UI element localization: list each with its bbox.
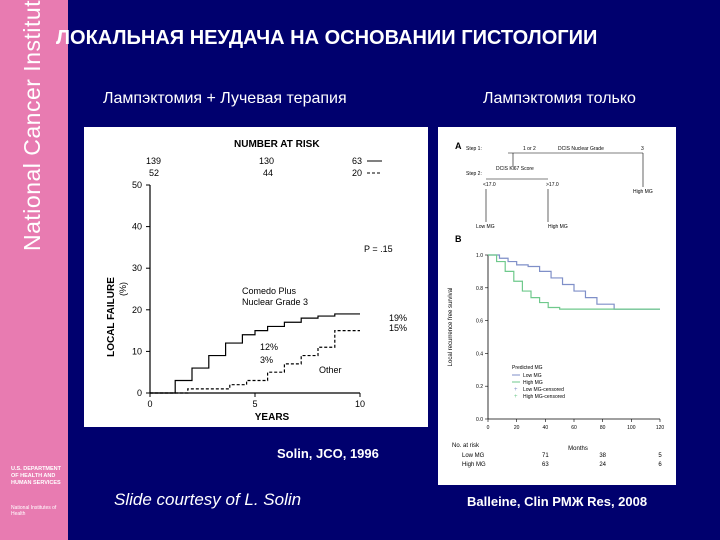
y-tick-label: 20 (132, 305, 142, 315)
step2-value-a: <17.0 (483, 182, 496, 188)
legend-entry: Low MG (523, 373, 542, 379)
annotation-19pct: 19% (389, 313, 407, 323)
right-chart: A Step 1: 1 or 2 DCIS Nuclear Grade 3 St… (448, 141, 664, 468)
x-tick-label: 40 (543, 425, 549, 431)
right-series (488, 254, 660, 310)
y-tick-label: 0.8 (476, 286, 483, 292)
y-tick-label: 0.2 (476, 384, 483, 390)
y-tick-label: 0 (137, 388, 142, 398)
y-tick-label: 1.0 (476, 253, 483, 259)
comedo-series-line (150, 313, 360, 394)
left-chart-label: Лампэктомия + Лучевая терапия (103, 90, 347, 107)
y-tick-label: 40 (132, 222, 142, 232)
left-x-label: YEARS (255, 412, 290, 423)
at-risk-row-name: Low MG (462, 453, 485, 459)
annotation-12pct: 12% (260, 342, 278, 352)
legend-entry: Low MG-censored (523, 387, 564, 393)
x-tick-label: 80 (600, 425, 606, 431)
at-risk-mid-1: 130 (259, 156, 274, 166)
annotation-comedo: Comedo Plus (242, 286, 297, 296)
right-x-label: Months (568, 446, 588, 452)
step1-title: DCIS Nuclear Grade (558, 146, 604, 152)
right-at-risk: Low MG 71 38 5 High MG 63 24 6 (462, 453, 662, 468)
panel-b-label: B (455, 234, 462, 244)
x-tick-label: 20 (514, 425, 520, 431)
x-tick-label: 0 (487, 425, 490, 431)
right-chart-panel: A Step 1: 1 or 2 DCIS Nuclear Grade 3 St… (438, 127, 676, 485)
at-risk-row-name: High MG (462, 462, 486, 468)
panel-a-label: A (455, 141, 462, 151)
legend-title: Predicted MG (512, 365, 543, 371)
annotation-15pct: 15% (389, 323, 407, 333)
y-tick-label: 50 (132, 180, 142, 190)
annotation-other: Other (319, 365, 342, 375)
x-tick-label: 0 (147, 399, 152, 409)
outcome-high-1: High MG (548, 224, 568, 230)
legend-censor-mark: + (514, 394, 518, 400)
at-risk-value: 5 (658, 453, 662, 459)
at-risk-value: 24 (599, 462, 606, 468)
left-series (150, 313, 360, 394)
x-tick-label: 10 (355, 399, 365, 409)
annotation-grade: Nuclear Grade 3 (242, 297, 308, 307)
right-chart-label: Лампэктомия только (483, 90, 636, 107)
at-risk-value: 63 (542, 462, 549, 468)
at-risk-left-1: 139 (146, 156, 161, 166)
at-risk-right-2: 20 (352, 168, 362, 178)
slide-title: ЛОКАЛЬНАЯ НЕУДАЧА НА ОСНОВАНИИ ГИСТОЛОГИ… (56, 27, 598, 49)
left-chart-panel: NUMBER AT RISK 139 52 130 44 63 20 0 10 20… (84, 127, 428, 427)
left-y-label: LOCAL FAILURE (106, 277, 117, 357)
other-series-line (150, 330, 360, 394)
left-y-unit: (%) (118, 282, 128, 296)
y-tick-label: 0.6 (476, 319, 483, 325)
step2-title: DCIS Ki67 Score (496, 166, 534, 172)
x-tick-label: 100 (627, 425, 636, 431)
y-tick-label: 0.0 (476, 417, 483, 423)
left-chart: NUMBER AT RISK 139 52 130 44 63 20 0 10 20… (106, 139, 407, 423)
hhs-logo-text: U.S. DEPARTMENT OF HEALTH AND HUMAN SERV… (11, 466, 62, 486)
at-risk-title: No. at risk (452, 443, 480, 449)
right-y-label: Local recurrence free survival (448, 288, 454, 367)
p-value: P = .15 (364, 244, 393, 254)
outcome-low: Low MG (476, 224, 495, 230)
step1-value-a: 1 or 2 (523, 146, 536, 152)
left-ticks: 0 10 20 30 40 50 0 5 10 (132, 180, 365, 409)
institute-sidebar: National Cancer Institute U.S. DEPARTMEN… (0, 0, 68, 540)
legend-entry: High MG (523, 380, 543, 386)
at-risk-value: 38 (599, 453, 606, 459)
step2-label: Step 2: (466, 171, 482, 177)
y-tick-label: 30 (132, 263, 142, 273)
x-tick-label: 60 (571, 425, 577, 431)
y-tick-label: 0.4 (476, 351, 483, 357)
x-tick-label: 5 (252, 399, 257, 409)
at-risk-left-2: 52 (149, 168, 159, 178)
institute-name: National Cancer Institute (19, 0, 45, 251)
at-risk-value: 6 (658, 462, 662, 468)
left-caption: Solin, JCO, 1996 (277, 446, 379, 461)
low-mg-series-line (488, 254, 660, 310)
nih-logo-text: National Institutes of Health (11, 505, 57, 517)
right-ticks: 1.0 0.8 0.6 0.4 0.2 0.0 0 20 40 60 80 100 120 (476, 253, 664, 431)
right-caption: Balleine, Clin PMЖ Res, 2008 (467, 494, 648, 509)
slide-courtesy: Slide courtesy of L. Solin (114, 490, 302, 509)
legend-entry: High MG-censored (523, 394, 565, 400)
annotation-3pct: 3% (260, 355, 273, 365)
x-tick-label: 120 (656, 425, 665, 431)
step2-value-b: >17.0 (546, 182, 559, 188)
at-risk-value: 71 (542, 453, 549, 459)
high-mg-series-line (488, 254, 660, 310)
outcome-high-2: High MG (633, 189, 653, 195)
at-risk-right-1: 63 (352, 156, 362, 166)
at-risk-mid-2: 44 (263, 168, 273, 178)
legend-censor-mark: + (514, 387, 518, 393)
y-tick-label: 10 (132, 346, 142, 356)
step1-value-b: 3 (641, 146, 644, 152)
number-at-risk-title: NUMBER AT RISK (234, 139, 320, 150)
step1-label: Step 1: (466, 146, 482, 152)
